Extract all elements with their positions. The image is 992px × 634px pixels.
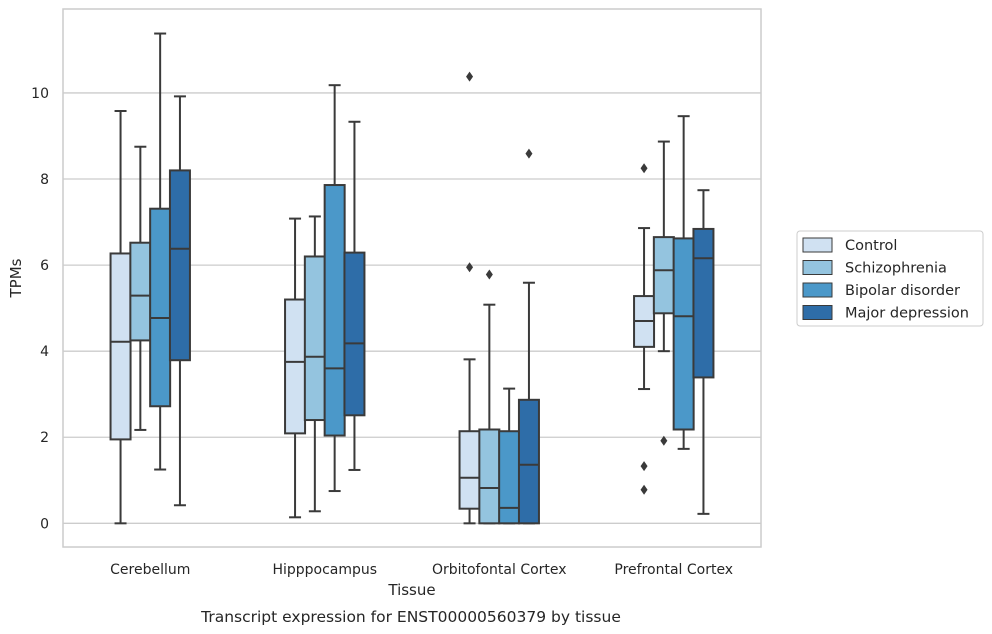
box-iqr [478, 428, 501, 525]
box-iqr [284, 298, 307, 435]
box-3-3 [692, 189, 715, 515]
box-3-2 [672, 115, 695, 450]
legend-label-3: Major depression [845, 306, 969, 322]
box-1-0 [284, 217, 307, 519]
box-1-2 [323, 84, 346, 493]
outlier-point-2 [640, 163, 648, 174]
y-tick-label-2: 2 [40, 430, 49, 446]
outlier-point-0 [485, 269, 493, 280]
legend-label-0: Control [845, 238, 897, 254]
legend-swatch-0 [802, 237, 833, 253]
box-iqr [149, 207, 172, 408]
x-tick-label-3: Prefrontal Cortex [614, 562, 733, 578]
box-iqr [323, 184, 346, 437]
box-iqr [129, 241, 152, 342]
outlier-point-0 [466, 262, 474, 273]
box-3-0 [633, 163, 656, 495]
box-iqr [498, 430, 521, 525]
x-tick-label-0: Cerebellum [110, 562, 190, 578]
box-iqr [458, 430, 481, 510]
legend: Control Schizophrenia Bipolar disorder Majo… [796, 230, 984, 327]
y-tick-label-8: 8 [40, 172, 49, 188]
box-1-3 [343, 120, 366, 471]
box-iqr [109, 252, 132, 441]
chart-caption: Transcript expression for ENST0000056037… [200, 608, 621, 626]
legend-swatch-3 [802, 305, 833, 320]
y-axis-label: TPMs [7, 258, 25, 298]
y-tick-label-10: 10 [31, 86, 49, 102]
outlier-point-0 [525, 148, 533, 159]
box-0-0 [109, 110, 132, 525]
y-tick-label-6: 6 [40, 258, 49, 274]
box-iqr [517, 398, 540, 525]
outlier-point-1 [466, 71, 474, 82]
legend-frame [796, 230, 984, 327]
box-0-3 [168, 95, 191, 507]
legend-label-2: Bipolar disorder [845, 283, 960, 299]
box-2-3 [517, 148, 540, 525]
outlier-point-0 [660, 435, 668, 446]
x-tick-labels: Cerebellum Hipppocampus Orbitofontal Corte… [110, 562, 733, 578]
y-tick-label-4: 4 [40, 344, 49, 360]
box-iqr [303, 255, 326, 422]
legend-swatch-2 [802, 282, 833, 298]
box-iqr [168, 169, 191, 362]
outlier-point-1 [640, 461, 648, 472]
x-tick-label-2: Orbitofontal Cortex [432, 562, 567, 578]
box-iqr [652, 236, 675, 315]
box-groups [109, 32, 715, 525]
box-iqr [343, 251, 366, 417]
y-tick-label-0: 0 [40, 516, 49, 532]
x-tick-label-1: Hipppocampus [272, 562, 377, 578]
outlier-point-0 [640, 484, 648, 495]
box-2-0 [458, 71, 481, 525]
x-axis-label: Tissue [387, 581, 435, 599]
y-tick-labels: 0 2 4 6 8 10 [31, 86, 49, 532]
box-iqr [672, 237, 695, 431]
box-iqr [692, 227, 715, 379]
legend-label-1: Schizophrenia [845, 261, 947, 277]
box-2-2 [498, 387, 521, 525]
legend-swatch-1 [802, 260, 833, 275]
